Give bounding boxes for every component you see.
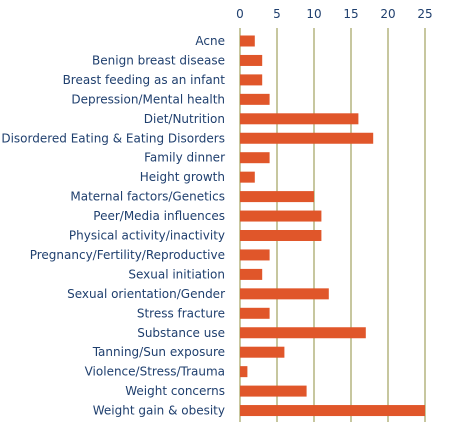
category-label: Breast feeding as an infant — [63, 73, 226, 87]
bar — [240, 171, 255, 183]
category-label: Maternal factors/Genetics — [70, 190, 225, 204]
category-label: Sexual orientation/Gender — [67, 287, 225, 301]
x-tick-label: 15 — [343, 7, 358, 21]
x-tick-label: 25 — [417, 7, 432, 21]
category-label: Height growth — [140, 170, 225, 184]
gridlines — [239, 28, 426, 422]
category-label: Weight concerns — [125, 384, 225, 398]
bar — [240, 346, 285, 358]
x-tick-label: 5 — [273, 7, 281, 21]
bar — [240, 230, 322, 241]
category-label: Weight gain & obesity — [93, 404, 225, 418]
bar — [240, 385, 307, 397]
bar — [240, 191, 314, 203]
category-label: Diet/Nutrition — [144, 112, 225, 126]
bar — [240, 132, 374, 144]
category-label: Pregnancy/Fertility/Reproductive — [30, 248, 225, 262]
category-label: Stress fracture — [137, 306, 225, 320]
category-label: Substance use — [137, 326, 225, 340]
category-label: Peer/Media influences — [93, 209, 225, 223]
x-tick-label: 20 — [380, 7, 395, 21]
bar — [240, 307, 270, 319]
category-label: Tanning/Sun exposure — [92, 345, 225, 359]
category-label: Violence/Stress/Trauma — [85, 365, 225, 379]
bar — [240, 54, 263, 66]
category-label: Sexual initiation — [128, 267, 225, 281]
bar — [240, 74, 263, 86]
bar — [240, 35, 255, 47]
x-tick-label: 10 — [306, 7, 321, 21]
bar — [240, 288, 329, 300]
bar — [240, 268, 263, 280]
bar — [240, 405, 425, 417]
bar — [240, 210, 322, 222]
bar — [240, 152, 270, 164]
category-label: Disordered Eating & Eating Disorders — [1, 131, 225, 145]
bars — [240, 35, 425, 417]
x-tick-label: 0 — [236, 7, 244, 21]
bar — [240, 366, 248, 378]
category-label: Depression/Mental health — [71, 92, 225, 106]
bar — [240, 249, 270, 261]
category-label: Acne — [195, 34, 225, 48]
bar — [240, 93, 270, 105]
x-axis-ticks: 0 5 10 15 20 25 — [236, 7, 432, 21]
category-labels: Acne Benign breast disease Breast feeding … — [1, 34, 225, 418]
category-label: Physical activity/inactivity — [69, 229, 225, 243]
bar — [240, 113, 359, 125]
category-label: Family dinner — [144, 151, 225, 165]
category-label: Benign breast disease — [92, 53, 225, 67]
bar — [240, 327, 366, 339]
